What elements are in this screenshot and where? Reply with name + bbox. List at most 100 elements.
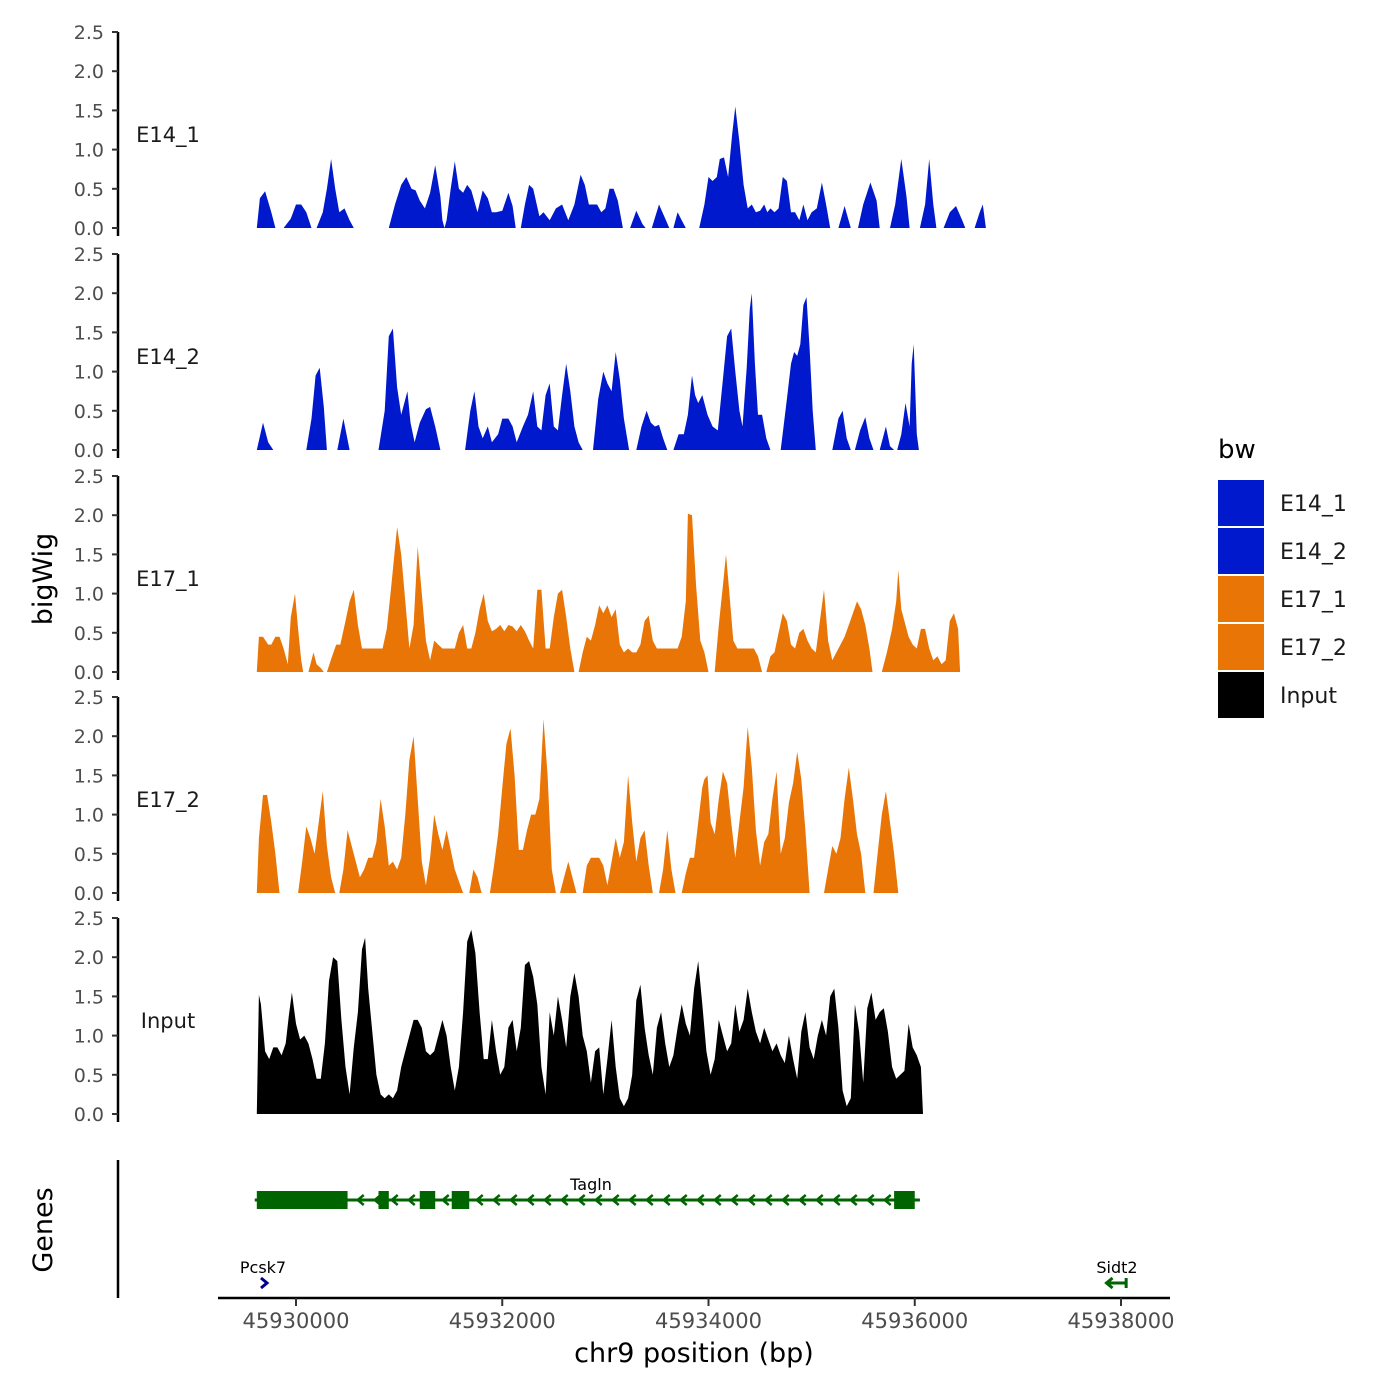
legend-entry-e14-1: E14_1 [1218, 480, 1347, 526]
gene-exon [894, 1191, 915, 1209]
y-tick-label: 2.5 [74, 687, 104, 709]
gene-exon [378, 1191, 389, 1209]
legend-label: E14_2 [1280, 540, 1347, 565]
strand-arrow [260, 1276, 270, 1290]
gene-label: Pcsk7 [240, 1258, 286, 1277]
legend-swatch [1218, 672, 1264, 718]
x-axis: 45930000 45932000 45934000 45936000 45938000 [218, 1296, 1175, 1333]
legend-swatch [1218, 576, 1264, 622]
y-tick-label: 1.5 [74, 986, 104, 1008]
y-tick-label: 0.5 [74, 623, 104, 645]
track-input: 0.0 0.5 1.0 1.5 2.0 2.5 Input [74, 908, 923, 1126]
y-tick-label: 2.5 [74, 466, 104, 488]
strand-arrow [508, 1194, 518, 1206]
y-tick-label: 1.5 [74, 322, 104, 344]
x-tick-label: 45932000 [449, 1309, 556, 1333]
strand-arrow [746, 1194, 756, 1206]
area-e17-2 [256, 719, 899, 893]
legend-title: bw [1218, 435, 1256, 465]
y-tick-label: 2.0 [74, 283, 104, 305]
y-tick-label: 1.0 [74, 584, 104, 606]
area-e14-2 [256, 293, 919, 450]
y-tick-label: 2.0 [74, 947, 104, 969]
y-tick-label: 1.5 [74, 765, 104, 787]
x-axis-title: chr9 position (bp) [574, 1338, 814, 1369]
legend-entry-input: Input [1218, 672, 1337, 718]
genes-axis-title: Genes [28, 1187, 59, 1272]
track-label: E14_2 [136, 345, 200, 370]
strand-arrow [440, 1194, 450, 1206]
strand-arrow [797, 1194, 807, 1206]
y-tick-label: 1.0 [74, 140, 104, 162]
y-tick-label: 1.0 [74, 1026, 104, 1048]
track-label: Input [141, 1009, 195, 1033]
track-e14-2: 0.0 0.5 1.0 1.5 2.0 2.5 E14_2 [74, 244, 919, 462]
strand-arrow [593, 1194, 603, 1206]
track-e14-1: 0.0 0.5 1.0 1.5 2.0 2.5 E14_1 [74, 22, 989, 240]
strand-arrow [644, 1194, 654, 1206]
bigwig-tracks: 0.0 0.5 1.0 1.5 2.0 2.5 E14_1 0.0 0.5 1.0 1.5 2.0 2.… [74, 22, 989, 1126]
x-tick-label: 45934000 [655, 1309, 762, 1333]
legend-entry-e17-2: E17_2 [1218, 624, 1347, 670]
legend-label: E17_2 [1280, 636, 1347, 661]
gene-tagln: Tagln [254, 1175, 920, 1209]
y-tick-label: 1.0 [74, 805, 104, 827]
y-tick-label: 1.5 [74, 544, 104, 566]
gene-sidt2: Sidt2 [1096, 1258, 1138, 1290]
y-tick-label: 2.0 [74, 505, 104, 527]
gene-label: Tagln [569, 1175, 612, 1194]
legend-entry-e17-1: E17_1 [1218, 576, 1347, 622]
y-axis-title: bigWig [28, 533, 59, 626]
gene-track: Tagln Pcsk7 Sidt2 [116, 1160, 1138, 1298]
y-tick-label: 0.0 [74, 440, 104, 462]
strand-arrow [695, 1194, 705, 1206]
track-label: E17_1 [136, 567, 200, 592]
strand-arrow [627, 1194, 637, 1206]
y-tick-label: 0.0 [74, 1104, 104, 1126]
gene-exon [451, 1191, 470, 1209]
track-e17-1: 0.0 0.5 1.0 1.5 2.0 2.5 E17_1 [74, 466, 961, 684]
legend-swatch [1218, 624, 1264, 670]
y-tick-label: 2.0 [74, 726, 104, 748]
legend-label: E17_1 [1280, 588, 1347, 613]
legend-entry-e14-2: E14_2 [1218, 528, 1347, 574]
track-label: E14_1 [136, 123, 200, 148]
strand-arrow [865, 1194, 875, 1206]
y-tick-label: 1.5 [74, 100, 104, 122]
strand-arrow [729, 1194, 739, 1206]
strand-arrow [491, 1194, 501, 1206]
x-tick-label: 45938000 [1068, 1309, 1175, 1333]
strand-arrow [814, 1194, 824, 1206]
strand-arrow [355, 1194, 365, 1206]
y-tick-label: 0.5 [74, 179, 104, 201]
gene-label: Sidt2 [1096, 1258, 1137, 1277]
y-tick-label: 0.5 [74, 401, 104, 423]
legend-swatch [1218, 480, 1264, 526]
gene-pcsk7: Pcsk7 [240, 1258, 286, 1290]
legend: bw E14_1 E14_2 E17_1 E17_2 Input [1218, 435, 1347, 718]
y-tick-label: 0.0 [74, 662, 104, 684]
area-e17-1 [256, 513, 961, 672]
y-tick-label: 2.0 [74, 61, 104, 83]
area-e14-1 [256, 106, 989, 228]
strand-arrow [848, 1194, 858, 1206]
strand-arrow [678, 1194, 688, 1206]
legend-label: E14_1 [1280, 492, 1347, 517]
legend-swatch [1218, 528, 1264, 574]
strand-arrow [882, 1194, 892, 1206]
y-tick-label: 1.0 [74, 362, 104, 384]
strand-arrow [661, 1194, 671, 1206]
strand-arrow [576, 1194, 586, 1206]
x-tick-label: 45936000 [861, 1309, 968, 1333]
strand-arrow [712, 1194, 722, 1206]
legend-label: Input [1280, 684, 1337, 709]
strand-arrow [559, 1194, 569, 1206]
y-tick-label: 2.5 [74, 244, 104, 266]
strand-arrow [763, 1194, 773, 1206]
strand-arrow [389, 1194, 399, 1206]
y-tick-label: 2.5 [74, 22, 104, 44]
strand-arrow [542, 1194, 552, 1206]
x-tick-label: 45930000 [243, 1309, 350, 1333]
y-tick-label: 2.5 [74, 908, 104, 930]
